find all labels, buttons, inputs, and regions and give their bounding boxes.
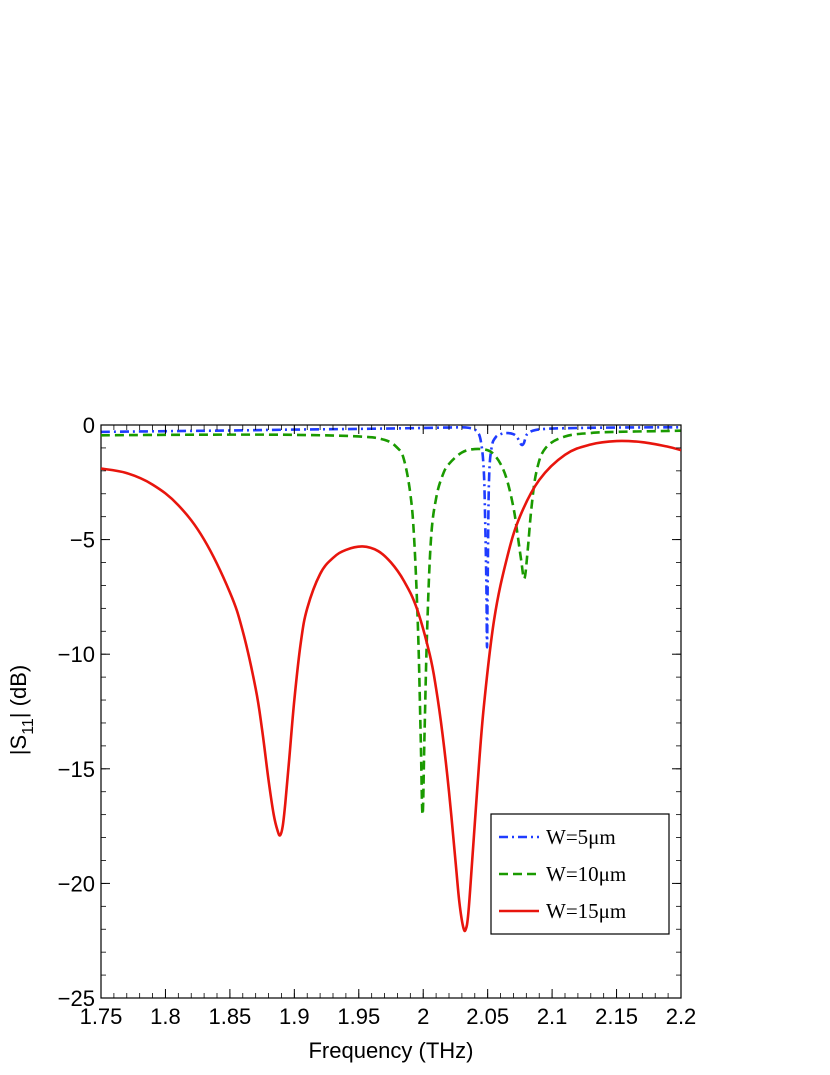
y-tick-label: −20	[58, 871, 95, 896]
x-axis-label: Frequency (THz)	[308, 1038, 473, 1063]
x-tick-label: 1.8	[150, 1004, 181, 1029]
x-tick-label: 2.15	[595, 1004, 638, 1029]
ticks-layer: 1.75 1.8 1.85 1.9 1.95 2 2.05 2.1 2.15 2.2 0 −5 −10 −…	[58, 413, 697, 1029]
x-tick-label: 2	[417, 1004, 429, 1029]
x-tick-label: 2.05	[466, 1004, 509, 1029]
legend-label-1: W=5μm	[546, 825, 616, 849]
x-tick-label: 1.85	[208, 1004, 251, 1029]
y-axis-label-suffix: | (dB)	[6, 665, 31, 718]
y-axis-label-prefix: |S	[6, 735, 31, 755]
x-tick-label: 1.9	[279, 1004, 310, 1029]
y-tick-label: −25	[58, 986, 95, 1011]
series-line-1	[101, 425, 681, 649]
legend-label-2: W=10μm	[546, 862, 626, 886]
legend-label-3: W=15μm	[546, 899, 626, 923]
plot-area-border	[100, 424, 682, 999]
y-tick-label: −10	[58, 642, 95, 667]
x-tick-label: 1.95	[337, 1004, 380, 1029]
legend: W=5μm W=10μm W=15μm	[490, 813, 670, 935]
x-tick-label: 2.2	[666, 1004, 697, 1029]
y-tick-label: −15	[58, 757, 95, 782]
x-tick-label: 1.75	[80, 1004, 123, 1029]
y-axis-label: |S11| (dB)	[6, 665, 37, 755]
y-tick-label: −5	[70, 528, 95, 553]
series-line-3	[101, 439, 681, 933]
y-tick-label: 0	[83, 413, 95, 438]
series-layer	[101, 425, 681, 933]
x-tick-label: 2.1	[537, 1004, 568, 1029]
y-axis-label-subscript: 11	[20, 718, 37, 735]
series-line-2	[101, 429, 681, 816]
legend-box	[490, 813, 670, 935]
plot-frame	[100, 424, 682, 999]
